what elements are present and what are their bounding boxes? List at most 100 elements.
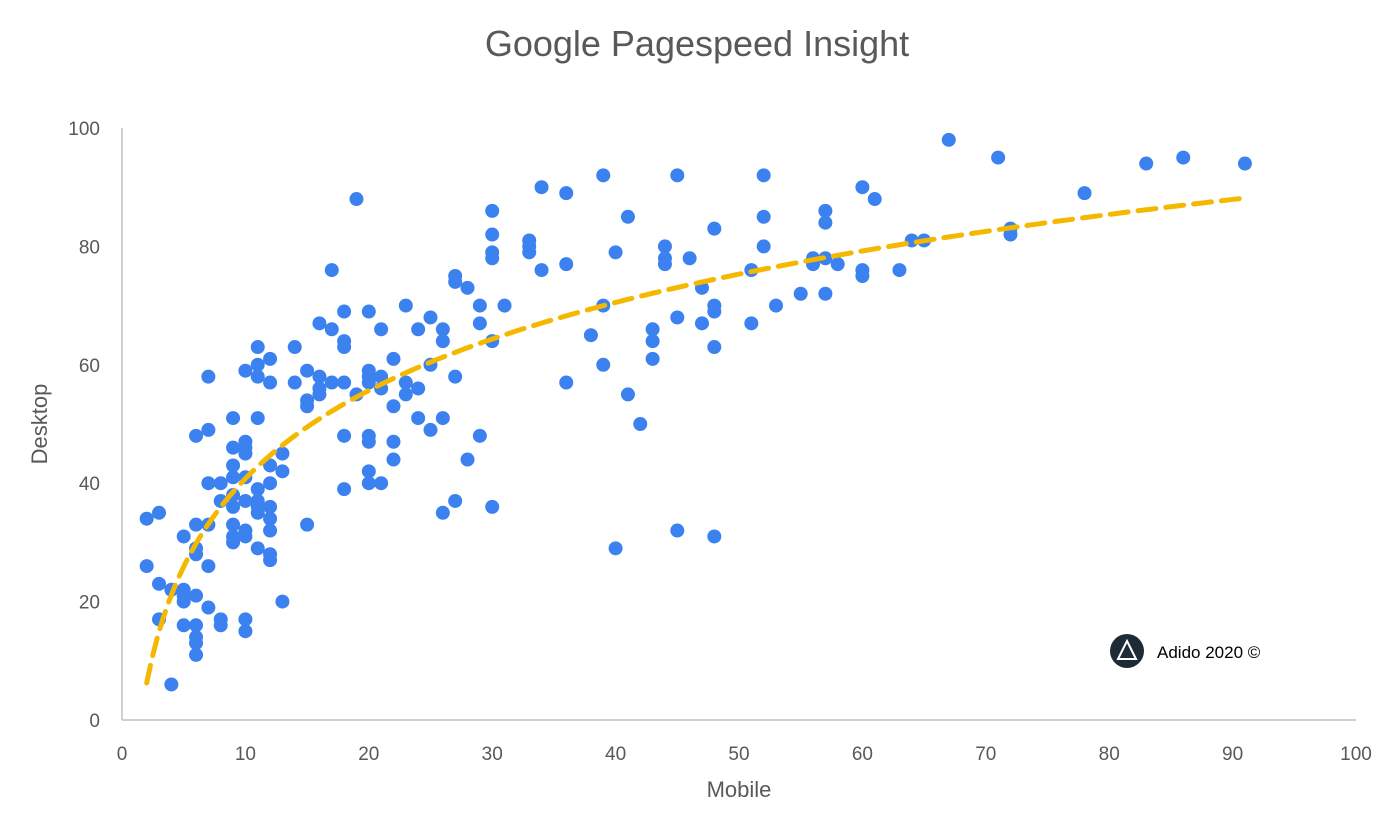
data-point bbox=[337, 304, 352, 319]
y-tick-label: 80 bbox=[79, 237, 100, 258]
data-point bbox=[287, 375, 302, 390]
data-point bbox=[707, 221, 722, 236]
adido-logo-triangle-icon bbox=[1116, 638, 1138, 660]
data-point bbox=[300, 399, 315, 414]
data-point bbox=[707, 529, 722, 544]
data-point bbox=[226, 517, 241, 532]
data-point bbox=[324, 263, 339, 278]
data-point bbox=[657, 257, 672, 272]
data-point bbox=[337, 482, 352, 497]
data-point bbox=[1176, 150, 1191, 165]
data-point bbox=[361, 434, 376, 449]
data-point bbox=[176, 618, 191, 633]
data-point bbox=[201, 559, 216, 574]
data-point bbox=[1139, 156, 1154, 171]
data-point bbox=[176, 529, 191, 544]
data-point bbox=[559, 375, 574, 390]
data-point bbox=[201, 422, 216, 437]
data-point bbox=[213, 618, 228, 633]
data-point bbox=[250, 482, 265, 497]
data-point bbox=[1077, 186, 1092, 201]
data-point bbox=[941, 132, 956, 147]
data-point bbox=[398, 387, 413, 402]
data-point bbox=[398, 298, 413, 313]
data-point bbox=[349, 192, 364, 207]
data-point bbox=[238, 446, 253, 461]
data-point bbox=[263, 351, 278, 366]
data-point bbox=[263, 458, 278, 473]
data-point bbox=[238, 624, 253, 639]
x-tick-label: 30 bbox=[482, 744, 503, 765]
data-point bbox=[139, 511, 154, 526]
data-point bbox=[213, 476, 228, 491]
data-point bbox=[361, 304, 376, 319]
data-point bbox=[287, 340, 302, 355]
data-point bbox=[707, 304, 722, 319]
data-point bbox=[435, 411, 450, 426]
data-point bbox=[682, 251, 697, 266]
data-point bbox=[386, 351, 401, 366]
data-point bbox=[226, 411, 241, 426]
data-point bbox=[657, 239, 672, 254]
x-tick-label: 50 bbox=[728, 744, 749, 765]
data-point bbox=[423, 310, 438, 325]
data-point bbox=[472, 428, 487, 443]
x-tick-label: 70 bbox=[975, 744, 996, 765]
data-point bbox=[485, 227, 500, 242]
x-tick-label: 60 bbox=[852, 744, 873, 765]
data-point bbox=[707, 340, 722, 355]
data-point bbox=[361, 375, 376, 390]
data-point bbox=[226, 458, 241, 473]
data-point bbox=[226, 470, 241, 485]
data-point bbox=[583, 328, 598, 343]
data-point bbox=[497, 298, 512, 313]
data-point bbox=[411, 411, 426, 426]
data-point bbox=[855, 269, 870, 283]
data-point bbox=[620, 387, 635, 402]
data-point bbox=[337, 375, 352, 390]
data-point bbox=[250, 357, 265, 372]
data-point bbox=[448, 274, 463, 289]
data-point bbox=[435, 334, 450, 349]
data-point bbox=[226, 440, 241, 455]
data-point bbox=[324, 322, 339, 337]
data-point bbox=[645, 334, 660, 349]
data-point bbox=[275, 464, 290, 479]
data-point bbox=[448, 369, 463, 384]
y-tick-label: 20 bbox=[79, 593, 100, 614]
x-tick-label: 0 bbox=[117, 744, 128, 765]
data-point bbox=[670, 168, 685, 183]
data-point bbox=[201, 369, 216, 384]
trendline bbox=[144, 195, 1248, 686]
x-tick-label: 90 bbox=[1222, 744, 1243, 765]
data-point bbox=[226, 499, 241, 514]
data-point bbox=[337, 340, 352, 355]
data-point bbox=[423, 422, 438, 437]
data-point bbox=[238, 529, 253, 544]
data-point bbox=[250, 541, 265, 556]
data-point bbox=[596, 168, 611, 183]
data-point bbox=[374, 476, 389, 491]
data-point bbox=[435, 322, 450, 337]
data-point bbox=[398, 375, 413, 390]
data-point bbox=[608, 541, 623, 556]
credit-text: Adido 2020 © bbox=[1157, 643, 1261, 662]
data-point bbox=[769, 298, 784, 313]
data-point bbox=[312, 316, 327, 331]
data-point bbox=[164, 677, 179, 692]
data-point bbox=[201, 476, 216, 491]
data-point bbox=[361, 464, 376, 479]
data-point bbox=[620, 209, 635, 224]
data-point bbox=[189, 517, 204, 532]
data-point bbox=[263, 511, 278, 526]
data-point bbox=[275, 594, 290, 609]
data-point bbox=[263, 375, 278, 390]
data-point bbox=[448, 493, 463, 508]
data-point bbox=[756, 239, 771, 254]
data-point bbox=[238, 363, 253, 378]
data-point bbox=[263, 553, 278, 568]
data-point bbox=[386, 399, 401, 414]
data-point bbox=[312, 387, 327, 402]
data-point bbox=[411, 322, 426, 337]
data-point bbox=[559, 257, 574, 272]
